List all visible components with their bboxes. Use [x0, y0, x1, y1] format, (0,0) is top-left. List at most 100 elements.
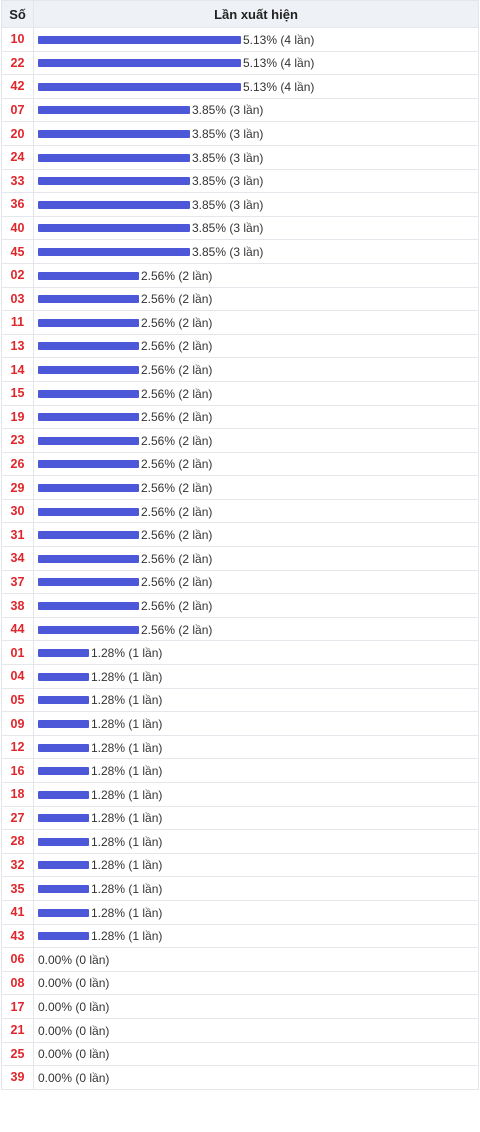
row-number: 20 [1, 121, 34, 146]
table-row: 18 1.28% (1 lần) [1, 782, 479, 807]
frequency-label: 1.28% (1 lần) [91, 858, 163, 873]
table-row: 26 2.56% (2 lần) [1, 451, 479, 477]
row-number: 44 [1, 616, 34, 642]
bar-cell: 2.56% (2 lần) [33, 593, 479, 618]
frequency-label: 5.13% (4 lần) [243, 56, 315, 71]
frequency-bar [38, 460, 139, 469]
frequency-label: 2.56% (2 lần) [141, 410, 213, 425]
bar-cell: 5.13% (4 lần) [33, 50, 479, 76]
table-row: 37 2.56% (2 lần) [1, 569, 479, 595]
bar-cell: 2.56% (2 lần) [33, 451, 479, 477]
frequency-label: 2.56% (2 lần) [141, 504, 213, 519]
frequency-bar [38, 483, 139, 492]
frequency-bar [38, 436, 139, 445]
frequency-bar [38, 59, 241, 68]
bar-cell: 0.00% (0 lần) [33, 1017, 479, 1043]
bar-cell: 1.28% (1 lần) [33, 664, 479, 689]
frequency-label: 2.56% (2 lần) [141, 480, 213, 495]
table-row: 43 1.28% (1 lần) [1, 923, 479, 949]
frequency-bar [38, 342, 139, 351]
table-row: 12 1.28% (1 lần) [1, 734, 479, 760]
table-row: 09 1.28% (1 lần) [1, 711, 479, 736]
bar-cell: 3.85% (3 lần) [33, 215, 479, 241]
frequency-bar [38, 649, 89, 658]
frequency-label: 2.56% (2 lần) [141, 433, 213, 448]
bar-cell: 2.56% (2 lần) [33, 522, 479, 548]
row-number: 07 [1, 97, 34, 123]
table-row: 45 3.85% (3 lần) [1, 239, 479, 264]
table-row: 34 2.56% (2 lần) [1, 546, 479, 571]
bar-cell: 2.56% (2 lần) [33, 404, 479, 430]
table-row: 20 3.85% (3 lần) [1, 121, 479, 146]
frequency-label: 1.28% (1 lần) [91, 764, 163, 779]
frequency-bar [38, 35, 241, 44]
frequency-bar [38, 224, 190, 233]
frequency-label: 0.00% (0 lần) [38, 1047, 110, 1062]
bar-cell: 3.85% (3 lần) [33, 168, 479, 194]
frequency-label: 3.85% (3 lần) [192, 103, 264, 118]
table-row: 35 1.28% (1 lần) [1, 876, 479, 901]
table-row: 03 2.56% (2 lần) [1, 286, 479, 312]
table-body: 10 5.13% (4 lần) 22 5.13% (4 lần) 42 5.13% (4… [1, 27, 479, 1090]
frequency-label: 2.56% (2 lần) [141, 598, 213, 613]
row-number: 25 [1, 1041, 34, 1067]
frequency-label: 1.28% (1 lần) [91, 787, 163, 802]
bar-cell: 1.28% (1 lần) [33, 923, 479, 949]
bar-cell: 3.85% (3 lần) [33, 144, 479, 170]
frequency-bar [38, 601, 139, 610]
frequency-label: 1.28% (1 lần) [91, 740, 163, 755]
frequency-bar [38, 248, 190, 257]
bar-cell: 1.28% (1 lần) [33, 711, 479, 736]
row-number: 31 [1, 522, 34, 548]
table-row: 36 3.85% (3 lần) [1, 192, 479, 217]
bar-cell: 2.56% (2 lần) [33, 333, 479, 359]
frequency-bar [38, 790, 89, 799]
table-row: 29 2.56% (2 lần) [1, 475, 479, 500]
bar-cell: 2.56% (2 lần) [33, 569, 479, 595]
frequency-label: 3.85% (3 lần) [192, 150, 264, 165]
bar-cell: 2.56% (2 lần) [33, 546, 479, 571]
bar-cell: 1.28% (1 lần) [33, 876, 479, 901]
frequency-bar [38, 908, 89, 917]
table-row: 10 5.13% (4 lần) [1, 27, 479, 52]
frequency-label: 1.28% (1 lần) [91, 882, 163, 897]
frequency-label: 1.28% (1 lần) [91, 834, 163, 849]
row-number: 45 [1, 239, 34, 264]
frequency-label: 3.85% (3 lần) [192, 245, 264, 260]
frequency-label: 3.85% (3 lần) [192, 221, 264, 236]
bar-cell: 1.28% (1 lần) [33, 899, 479, 925]
row-number: 26 [1, 451, 34, 477]
frequency-bar [38, 177, 190, 186]
bar-cell: 2.56% (2 lần) [33, 310, 479, 335]
frequency-label: 1.28% (1 lần) [91, 693, 163, 708]
frequency-bar [38, 672, 89, 681]
frequency-label: 0.00% (0 lần) [38, 976, 110, 991]
row-number: 09 [1, 711, 34, 736]
frequency-bar [38, 578, 139, 587]
table-row: 31 2.56% (2 lần) [1, 522, 479, 548]
table-row: 38 2.56% (2 lần) [1, 593, 479, 618]
frequency-label: 2.56% (2 lần) [141, 575, 213, 590]
row-number: 37 [1, 569, 34, 595]
bar-cell: 2.56% (2 lần) [33, 616, 479, 642]
table-row: 27 1.28% (1 lần) [1, 805, 479, 831]
row-number: 29 [1, 475, 34, 500]
bar-cell: 2.56% (2 lần) [33, 380, 479, 406]
table-row: 32 1.28% (1 lần) [1, 852, 479, 878]
frequency-label: 1.28% (1 lần) [91, 669, 163, 684]
table-row: 17 0.00% (0 lần) [1, 994, 479, 1019]
frequency-bar [38, 861, 89, 870]
frequency-bar [38, 625, 139, 634]
frequency-label: 0.00% (0 lần) [38, 1070, 110, 1085]
table-row: 05 1.28% (1 lần) [1, 687, 479, 713]
bar-cell: 1.28% (1 lần) [33, 852, 479, 878]
frequency-label: 2.56% (2 lần) [141, 292, 213, 307]
row-number: 24 [1, 144, 34, 170]
row-number: 06 [1, 947, 34, 972]
table-row: 44 2.56% (2 lần) [1, 616, 479, 642]
row-number: 34 [1, 546, 34, 571]
table-row: 24 3.85% (3 lần) [1, 144, 479, 170]
bar-cell: 5.13% (4 lần) [33, 27, 479, 52]
bar-cell: 0.00% (0 lần) [33, 947, 479, 972]
bar-cell: 1.28% (1 lần) [33, 805, 479, 831]
